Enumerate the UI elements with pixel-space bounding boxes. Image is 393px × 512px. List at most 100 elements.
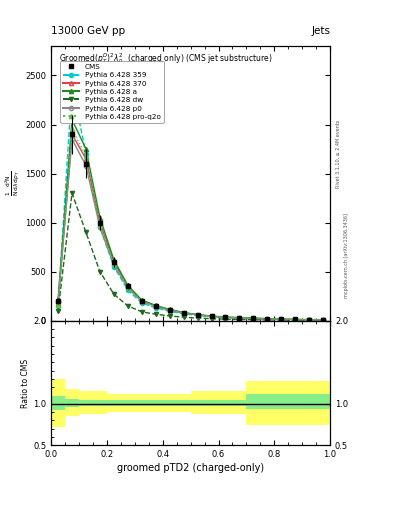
- Pythia 6.428 dw: [181, 314, 186, 321]
- Pythia 6.428 370: [97, 220, 102, 226]
- Pythia 6.428 a: [84, 146, 88, 152]
- Pythia 6.428 a: [153, 303, 158, 309]
- Pythia 6.428 dw: [223, 316, 228, 322]
- Pythia 6.428 a: [307, 316, 312, 323]
- Pythia 6.428 dw: [237, 316, 242, 323]
- Pythia 6.428 pro-q2o: [279, 316, 284, 323]
- Pythia 6.428 pro-q2o: [167, 307, 172, 313]
- Pythia 6.428 a: [209, 313, 214, 319]
- Pythia 6.428 p0: [56, 299, 61, 305]
- Pythia 6.428 p0: [97, 224, 102, 230]
- Pythia 6.428 dw: [125, 303, 130, 309]
- Pythia 6.428 p0: [223, 314, 228, 321]
- Pythia 6.428 dw: [293, 317, 298, 323]
- Pythia 6.428 p0: [195, 312, 200, 318]
- Pythia 6.428 a: [279, 316, 284, 322]
- Pythia 6.428 dw: [209, 315, 214, 322]
- Pythia 6.428 p0: [237, 315, 242, 321]
- Pythia 6.428 359: [223, 315, 228, 321]
- Pythia 6.428 p0: [307, 317, 312, 323]
- Pythia 6.428 370: [125, 283, 130, 289]
- Text: Groomed$(p_T^D)^2\lambda_0^2$  (charged only) (CMS jet substructure): Groomed$(p_T^D)^2\lambda_0^2$ (charged o…: [59, 52, 273, 67]
- Pythia 6.428 370: [195, 312, 200, 318]
- Pythia 6.428 dw: [265, 317, 270, 323]
- Pythia 6.428 pro-q2o: [84, 153, 88, 159]
- Pythia 6.428 359: [56, 303, 61, 309]
- X-axis label: groomed pTD2 (charged-only): groomed pTD2 (charged-only): [117, 463, 264, 474]
- Pythia 6.428 pro-q2o: [321, 317, 325, 323]
- Pythia 6.428 359: [209, 314, 214, 320]
- Pythia 6.428 359: [167, 308, 172, 314]
- Pythia 6.428 pro-q2o: [97, 222, 102, 228]
- Line: Pythia 6.428 pro-q2o: Pythia 6.428 pro-q2o: [56, 127, 325, 322]
- Pythia 6.428 dw: [56, 308, 61, 314]
- Pythia 6.428 p0: [293, 316, 298, 323]
- Pythia 6.428 359: [125, 287, 130, 293]
- Pythia 6.428 370: [167, 307, 172, 313]
- Pythia 6.428 pro-q2o: [195, 312, 200, 318]
- Pythia 6.428 370: [237, 315, 242, 321]
- Pythia 6.428 359: [181, 311, 186, 317]
- Pythia 6.428 370: [70, 131, 74, 137]
- Pythia 6.428 370: [251, 315, 256, 321]
- Pythia 6.428 dw: [84, 229, 88, 236]
- Line: Pythia 6.428 359: Pythia 6.428 359: [56, 83, 325, 322]
- Text: Rivet 3.1.10, ≥ 2.4M events: Rivet 3.1.10, ≥ 2.4M events: [336, 119, 341, 188]
- Pythia 6.428 p0: [84, 163, 88, 169]
- Pythia 6.428 p0: [112, 262, 116, 268]
- Pythia 6.428 359: [153, 305, 158, 311]
- Pythia 6.428 370: [112, 259, 116, 265]
- Pythia 6.428 a: [140, 297, 144, 303]
- Pythia 6.428 pro-q2o: [265, 316, 270, 322]
- Pythia 6.428 p0: [321, 317, 325, 323]
- Pythia 6.428 370: [84, 156, 88, 162]
- Pythia 6.428 359: [293, 316, 298, 323]
- Pythia 6.428 a: [195, 311, 200, 317]
- Pythia 6.428 370: [153, 303, 158, 309]
- Pythia 6.428 370: [223, 314, 228, 321]
- Line: Pythia 6.428 370: Pythia 6.428 370: [56, 132, 325, 322]
- Pythia 6.428 dw: [97, 268, 102, 274]
- Pythia 6.428 a: [70, 117, 74, 123]
- Text: Jets: Jets: [311, 26, 330, 36]
- Pythia 6.428 p0: [167, 307, 172, 313]
- Y-axis label: $\frac{1}{\mathrm{N}}\frac{\mathrm{d}^2\mathrm{N}}{\mathrm{d}\lambda\,\mathrm{d}: $\frac{1}{\mathrm{N}}\frac{\mathrm{d}^2\…: [4, 170, 22, 196]
- Pythia 6.428 a: [237, 315, 242, 321]
- Pythia 6.428 359: [97, 224, 102, 230]
- Pythia 6.428 pro-q2o: [125, 284, 130, 290]
- Legend: CMS, Pythia 6.428 359, Pythia 6.428 370, Pythia 6.428 a, Pythia 6.428 dw, Pythia: CMS, Pythia 6.428 359, Pythia 6.428 370,…: [60, 61, 163, 123]
- Text: mcplots.cern.ch [arXiv:1306.3436]: mcplots.cern.ch [arXiv:1306.3436]: [344, 214, 349, 298]
- Pythia 6.428 pro-q2o: [237, 315, 242, 321]
- Pythia 6.428 370: [140, 297, 144, 304]
- Pythia 6.428 359: [307, 317, 312, 323]
- Pythia 6.428 p0: [140, 298, 144, 305]
- Pythia 6.428 370: [56, 300, 61, 306]
- Pythia 6.428 359: [251, 315, 256, 322]
- Pythia 6.428 370: [307, 316, 312, 323]
- Pythia 6.428 pro-q2o: [223, 314, 228, 321]
- Pythia 6.428 359: [279, 316, 284, 323]
- Pythia 6.428 p0: [265, 316, 270, 322]
- Pythia 6.428 370: [181, 310, 186, 316]
- Pythia 6.428 p0: [279, 316, 284, 323]
- Pythia 6.428 a: [97, 215, 102, 221]
- Pythia 6.428 dw: [251, 316, 256, 323]
- Pythia 6.428 pro-q2o: [70, 126, 74, 133]
- Line: Pythia 6.428 a: Pythia 6.428 a: [56, 118, 325, 322]
- Pythia 6.428 370: [265, 315, 270, 322]
- Pythia 6.428 p0: [251, 315, 256, 322]
- Pythia 6.428 dw: [321, 317, 325, 324]
- Pythia 6.428 359: [84, 151, 88, 157]
- Pythia 6.428 370: [293, 316, 298, 323]
- Pythia 6.428 pro-q2o: [293, 316, 298, 323]
- Pythia 6.428 359: [237, 315, 242, 321]
- Pythia 6.428 pro-q2o: [140, 298, 144, 304]
- Pythia 6.428 359: [140, 300, 144, 306]
- Pythia 6.428 p0: [153, 304, 158, 310]
- Pythia 6.428 p0: [209, 313, 214, 319]
- Pythia 6.428 a: [112, 257, 116, 263]
- Pythia 6.428 dw: [140, 309, 144, 315]
- Pythia 6.428 359: [112, 264, 116, 270]
- Pythia 6.428 dw: [195, 315, 200, 321]
- Pythia 6.428 359: [195, 312, 200, 318]
